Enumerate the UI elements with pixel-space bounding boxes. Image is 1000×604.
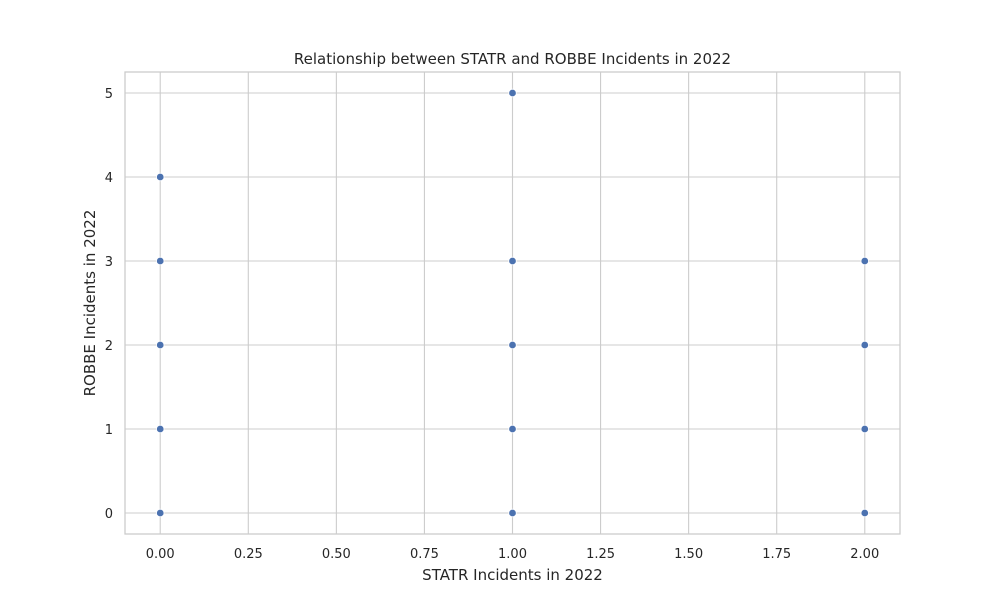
x-tick-label: 1.00 bbox=[498, 547, 527, 562]
x-tick-label: 0.00 bbox=[146, 547, 175, 562]
y-tick-label: 4 bbox=[105, 171, 113, 186]
scatter-point bbox=[860, 256, 869, 266]
scatter-point bbox=[156, 424, 165, 434]
chart-title: Relationship between STATR and ROBBE Inc… bbox=[294, 50, 731, 68]
x-tick-label: 1.50 bbox=[674, 547, 703, 562]
y-tick-label: 1 bbox=[105, 423, 113, 438]
grid bbox=[125, 72, 900, 534]
scatter-point bbox=[508, 340, 517, 350]
scatter-point bbox=[508, 508, 517, 518]
plot-frame bbox=[124, 71, 901, 535]
x-tick-label: 1.25 bbox=[586, 547, 615, 562]
x-tick-label: 0.75 bbox=[410, 547, 439, 562]
scatter-point bbox=[860, 424, 869, 434]
scatter-point bbox=[156, 172, 165, 182]
y-tick-label: 0 bbox=[105, 507, 113, 522]
scatter-point bbox=[508, 88, 517, 98]
x-tick-label: 1.75 bbox=[762, 547, 791, 562]
scatter-point bbox=[508, 256, 517, 266]
data-points bbox=[156, 88, 869, 518]
x-tick-label: 2.00 bbox=[850, 547, 879, 562]
scatter-point bbox=[860, 508, 869, 518]
x-axis-label: STATR Incidents in 2022 bbox=[422, 566, 603, 584]
scatter-point bbox=[508, 424, 517, 434]
scatter-point bbox=[156, 508, 165, 518]
x-tick-label: 0.50 bbox=[322, 547, 351, 562]
scatter-point bbox=[860, 340, 869, 350]
scatter-point bbox=[156, 340, 165, 350]
axis-ticks: 0.00 0.25 0.50 0.75 1.00 1.25 1.50 1.75 2.00 0 1 2 3… bbox=[105, 87, 880, 562]
x-tick-label: 0.25 bbox=[234, 547, 263, 562]
y-axis-label: ROBBE Incidents in 2022 bbox=[81, 210, 99, 397]
y-tick-label: 3 bbox=[105, 255, 113, 270]
scatter-point bbox=[156, 256, 165, 266]
y-tick-label: 2 bbox=[105, 339, 113, 354]
y-tick-label: 5 bbox=[105, 87, 113, 102]
